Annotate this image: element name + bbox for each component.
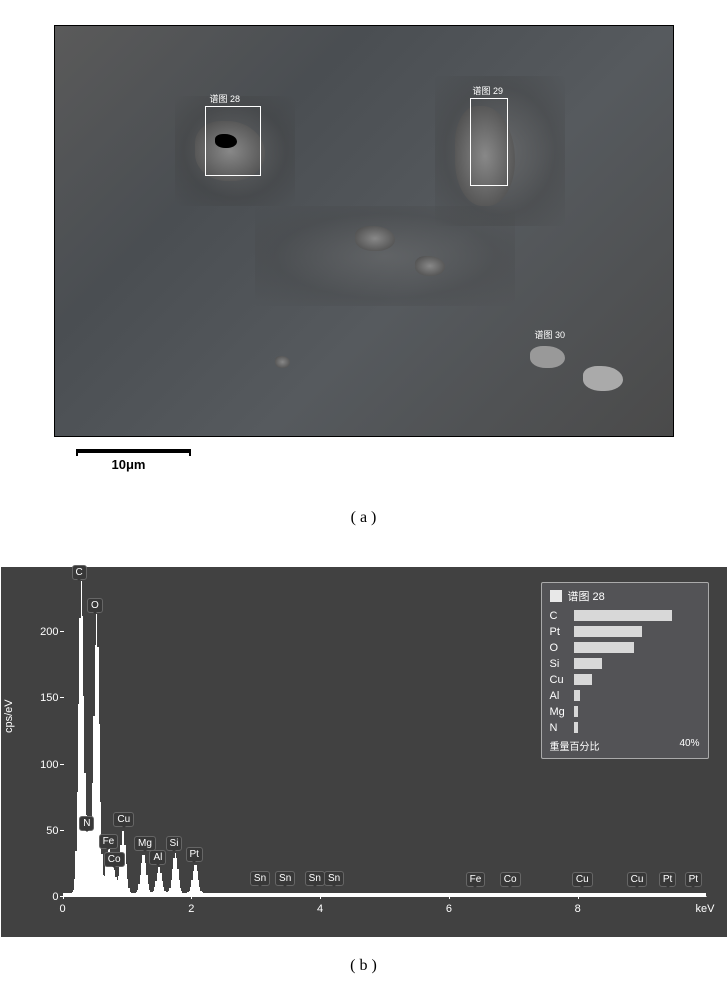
element-label-Pt: Pt (659, 872, 676, 887)
legend-element-bar (574, 626, 642, 637)
legend-element-bar (574, 722, 578, 733)
y-tick: 200 (31, 626, 59, 638)
element-label-Si: Si (166, 836, 183, 851)
legend-footer-label: 重量百分比 (550, 738, 600, 753)
element-label-O: O (87, 598, 103, 613)
element-label-Sn: Sn (275, 871, 295, 886)
legend-element-bar (574, 658, 602, 669)
element-label-Sn: Sn (250, 871, 270, 886)
y-tick-line (60, 830, 64, 831)
eds-panel: cps/eV 050100150200 02468 CNOFeCoCuMgAlS… (1, 567, 727, 937)
y-tick-line (60, 631, 64, 632)
element-label-N: N (79, 816, 94, 831)
element-label-Pt: Pt (685, 872, 702, 887)
legend-row: Al (550, 688, 700, 703)
scalebar: 10μm (54, 437, 674, 489)
x-tick: 4 (310, 903, 330, 915)
y-tick-line (60, 764, 64, 765)
element-label-Sn: Sn (324, 871, 344, 886)
legend-row: Mg (550, 704, 700, 719)
legend-element-bar (574, 706, 578, 717)
subfigure-label-a: ( a ) (351, 509, 377, 527)
legend-element-bar (574, 690, 580, 701)
legend-footer: 重量百分比 40% (550, 738, 700, 753)
legend-row: Si (550, 656, 700, 671)
y-tick: 50 (31, 825, 59, 837)
element-label-Sn: Sn (305, 871, 325, 886)
spectrum-label-s28: 谱图 28 (210, 92, 241, 105)
legend-element-bar (574, 674, 592, 685)
y-tick: 100 (31, 759, 59, 771)
legend-element-name: Pt (550, 626, 574, 638)
spectrum-box-s29 (470, 98, 508, 186)
x-axis-label: keV (696, 903, 715, 915)
sem-panel: 谱图 28 谱图 29 谱图 30 10μm (54, 25, 674, 489)
element-label-Cu: Cu (627, 872, 648, 887)
x-tick: 0 (53, 903, 73, 915)
legend-element-bar (574, 642, 634, 653)
spectrum-box-s28 (205, 106, 261, 176)
eds-chart: cps/eV 050100150200 02468 CNOFeCoCuMgAlS… (1, 567, 727, 937)
x-tick: 8 (568, 903, 588, 915)
subfigure-label-b: ( b ) (350, 957, 377, 975)
spectrum-label-s30: 谱图 30 (535, 328, 566, 341)
element-label-Al: Al (149, 850, 166, 865)
legend-element-name: Mg (550, 706, 574, 718)
legend-element-name: Cu (550, 674, 574, 686)
y-tick: 150 (31, 692, 59, 704)
legend-element-name: Al (550, 690, 574, 702)
legend-element-name: C (550, 610, 574, 622)
legend-element-name: N (550, 722, 574, 734)
spectrum-label-s29: 谱图 29 (473, 84, 504, 97)
legend-footer-value: 40% (679, 738, 699, 753)
y-tick: 0 (31, 891, 59, 903)
legend-row: Cu (550, 672, 700, 687)
legend-title: 谱图 28 (550, 588, 700, 604)
y-tick-line (60, 697, 64, 698)
legend-element-bar (574, 610, 672, 621)
legend-element-name: O (550, 642, 574, 654)
legend-row: C (550, 608, 700, 623)
x-tick: 6 (439, 903, 459, 915)
element-label-Fe: Fe (466, 872, 486, 887)
element-label-Pt: Pt (186, 847, 203, 862)
element-label-Cu: Cu (113, 812, 134, 827)
y-axis-label: cps/eV (3, 699, 15, 733)
element-label-C: C (72, 565, 87, 580)
scalebar-text: 10μm (112, 457, 146, 472)
element-label-Fe: Fe (99, 834, 119, 849)
legend-row: Pt (550, 624, 700, 639)
legend-element-name: Si (550, 658, 574, 670)
element-label-Cu: Cu (572, 872, 593, 887)
element-label-Co: Co (500, 872, 521, 887)
legend-swatch-icon (550, 590, 562, 602)
x-tick: 2 (181, 903, 201, 915)
sem-micrograph: 谱图 28 谱图 29 谱图 30 (54, 25, 674, 437)
legend-row: O (550, 640, 700, 655)
eds-legend: 谱图 28 C Pt O Si Cu Al Mg N 重量百分比 40% (541, 582, 709, 759)
legend-row: N (550, 720, 700, 735)
legend-title-text: 谱图 28 (568, 588, 605, 604)
element-label-Co: Co (104, 852, 125, 867)
